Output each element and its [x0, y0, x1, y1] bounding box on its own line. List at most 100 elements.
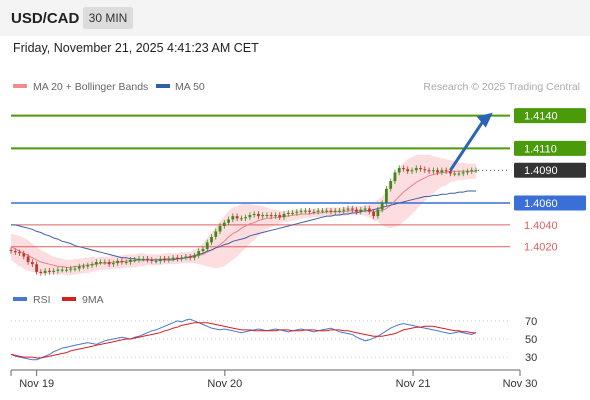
candle-body: [252, 213, 256, 216]
arrow-head: [476, 112, 493, 128]
candle: [103, 259, 107, 265]
candle: [414, 165, 418, 173]
credit-text: Research © 2025 Trading Central: [423, 81, 580, 93]
candle-body: [163, 258, 166, 260]
candle: [171, 254, 175, 262]
candle-body: [321, 210, 324, 212]
candle: [175, 254, 179, 262]
level-tag-1.4110: [514, 140, 586, 156]
candle: [124, 259, 128, 265]
candle: [214, 228, 218, 240]
candle: [82, 263, 85, 270]
candle-body: [52, 270, 56, 272]
timestamp: Friday, November 21, 2025 4:41:23 AM CET: [13, 41, 259, 55]
timeframe-button[interactable]: 30 MIN: [83, 7, 133, 29]
candle: [431, 167, 435, 175]
level-label-1.4040: 1.4040: [524, 220, 558, 232]
candle: [60, 266, 64, 273]
rsi-tick-30: 30: [525, 352, 537, 364]
candle: [342, 206, 346, 214]
candle-body: [60, 269, 64, 271]
candle: [393, 169, 397, 184]
candle-body: [295, 211, 299, 213]
chart-header: USD/CAD 30 MIN: [0, 0, 590, 36]
candle-body: [69, 268, 73, 270]
candle-body: [376, 209, 380, 217]
ma50-line: [11, 190, 476, 261]
candle-body: [248, 215, 252, 218]
candle-body: [282, 213, 286, 218]
candle-body: [461, 172, 465, 174]
candle: [73, 265, 77, 272]
candle: [163, 256, 166, 263]
candle-body: [205, 242, 209, 249]
symbol-title: USD/CAD: [11, 10, 80, 27]
candle: [43, 268, 47, 276]
candle-body: [9, 250, 13, 252]
candle-body: [410, 170, 414, 172]
price-levels: [11, 114, 510, 248]
candle: [90, 261, 94, 269]
candle: [239, 215, 243, 222]
candle: [18, 249, 21, 257]
candle: [35, 261, 38, 275]
candle-body: [22, 253, 26, 257]
candle-body: [193, 255, 196, 258]
candle-body: [99, 262, 102, 264]
candle-body: [449, 171, 452, 174]
candle-body: [30, 262, 34, 265]
candle-body: [431, 170, 435, 172]
candle-body: [133, 259, 137, 261]
candle-body: [146, 258, 149, 260]
rsi-tick-50: 50: [525, 334, 537, 346]
candle: [363, 205, 367, 213]
candle: [137, 256, 141, 263]
candle-body: [235, 216, 239, 219]
candle-body: [466, 171, 469, 173]
candle: [316, 207, 320, 215]
candle-body: [65, 269, 68, 271]
candle: [210, 234, 213, 246]
candle-body: [231, 216, 235, 220]
candle-body: [474, 170, 478, 172]
candle: [146, 256, 149, 263]
rsi-legend-label: RSI: [33, 294, 51, 306]
candle: [65, 266, 68, 273]
candle: [47, 268, 51, 275]
candle: [39, 269, 43, 276]
candle-body: [338, 210, 341, 212]
candle-body: [380, 203, 384, 210]
moving-averages: [10, 170, 476, 268]
forecast-arrow: [449, 112, 493, 172]
candle: [406, 166, 410, 175]
ma9-legend-swatch: [62, 297, 76, 301]
candle: [252, 211, 256, 218]
candle: [359, 206, 363, 215]
candle-body: [111, 263, 115, 265]
arrow-shaft: [449, 120, 485, 172]
candle-body: [436, 170, 440, 173]
candle: [286, 210, 290, 217]
candle: [133, 257, 137, 263]
candle-body: [333, 210, 337, 212]
candle: [295, 209, 299, 216]
time-tick-label: Nov 19: [19, 378, 54, 390]
candle-body: [286, 212, 290, 214]
candle-body: [154, 260, 158, 262]
level-label-1.4060: 1.4060: [524, 198, 558, 210]
level-labels: 1.4140 1.4110 1.4090 1.4060 1.4040 1.4020: [514, 108, 586, 254]
candle: [227, 216, 230, 226]
candle-body: [39, 271, 43, 273]
level-tag-1.4140: [514, 108, 586, 124]
candle: [231, 213, 235, 223]
candle: [274, 212, 277, 219]
candle-body: [184, 256, 188, 258]
ma20-legend-swatch: [13, 84, 27, 88]
candle: [278, 212, 282, 220]
candle: [261, 212, 265, 219]
candle: [380, 200, 384, 213]
candle: [52, 268, 56, 275]
level-label-1.4090: 1.4090: [524, 165, 558, 177]
candle: [367, 205, 371, 215]
candle: [299, 207, 303, 215]
